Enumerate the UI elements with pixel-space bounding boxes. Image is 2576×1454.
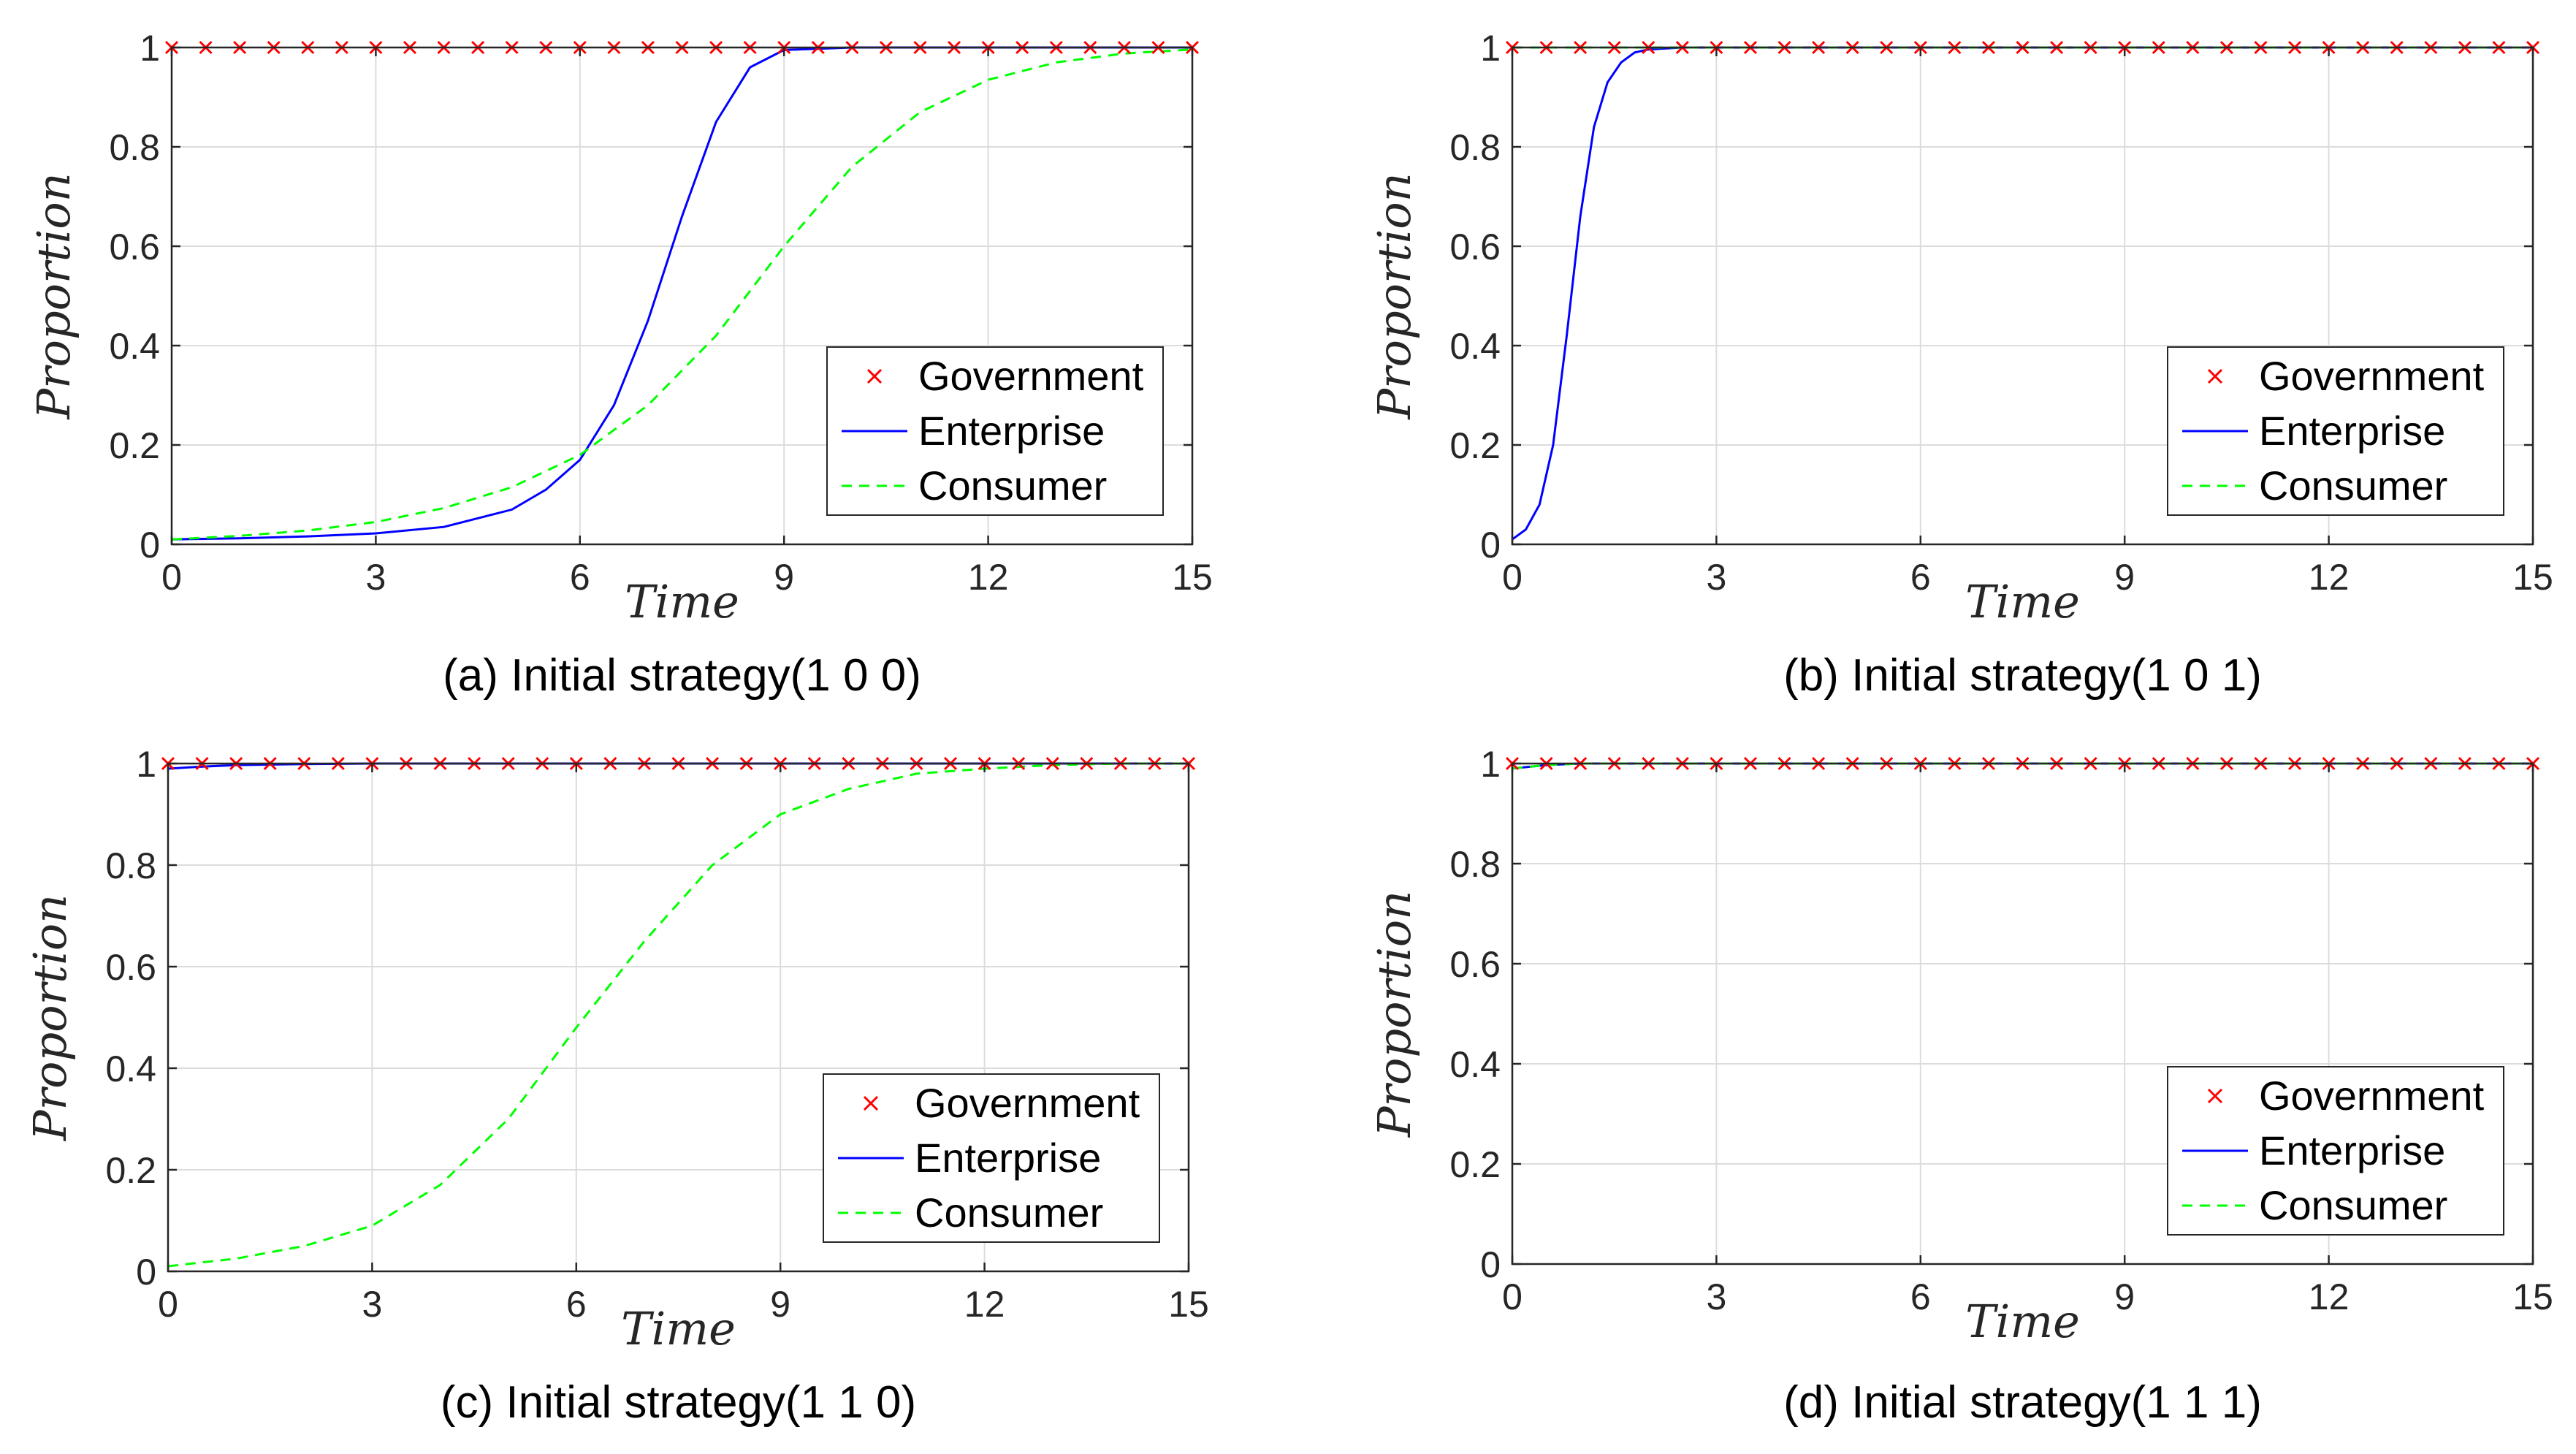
- legend-label-government: Government: [2259, 1073, 2485, 1119]
- legend-marker-government: [863, 1095, 879, 1111]
- legend-label-consumer: Consumer: [918, 463, 1107, 509]
- series-line-consumer: [167, 762, 1189, 1268]
- legend-label-government: Government: [915, 1080, 1140, 1126]
- legend-label-enterprise: Enterprise: [2259, 408, 2445, 454]
- x-tick-label: 12: [968, 557, 1009, 598]
- panel-caption: (a) Initial strategy(1 0 0): [443, 650, 921, 701]
- x-tick-label: 9: [2114, 1276, 2135, 1317]
- legend-label-enterprise: Enterprise: [2259, 1127, 2445, 1173]
- x-tick-label: 0: [1502, 557, 1523, 598]
- y-tick-label: 0.4: [109, 326, 160, 367]
- panel-caption: (d) Initial strategy(1 1 1): [1783, 1377, 2262, 1428]
- y-tick-label: 1: [136, 744, 156, 785]
- y-tick-label: 0.6: [109, 227, 160, 267]
- legend-marker-government: [2207, 368, 2223, 384]
- y-tick-label: 0: [140, 525, 160, 566]
- legend-label-government: Government: [918, 353, 1144, 399]
- x-axis-label: Time: [621, 1302, 736, 1355]
- x-tick-label: 15: [1172, 557, 1213, 598]
- axes-frame: [167, 762, 1190, 1273]
- y-tick-label: 0.6: [1449, 944, 1501, 985]
- legend: Government Enterprise Consumer: [2167, 346, 2504, 516]
- x-tick-label: 3: [1706, 1276, 1726, 1317]
- axes-frame: [170, 46, 1194, 546]
- y-tick-label: 0.4: [105, 1048, 156, 1089]
- x-tick-label: 6: [566, 1284, 587, 1325]
- y-tick-label: 0.2: [109, 425, 160, 466]
- x-tick-label: 0: [1502, 1276, 1523, 1317]
- x-tick-label: 15: [1168, 1284, 1209, 1325]
- panel-caption: (c) Initial strategy(1 1 0): [441, 1377, 916, 1428]
- y-tick-label: 0.2: [105, 1150, 156, 1191]
- x-tick-label: 3: [362, 1284, 382, 1325]
- x-tick-label: 9: [2114, 557, 2135, 598]
- x-tick-label: 6: [1910, 1276, 1931, 1317]
- y-tick-label: 1: [1480, 744, 1501, 785]
- y-tick-label: 0: [136, 1252, 156, 1293]
- y-axis-label: Proportion: [1368, 172, 1421, 419]
- x-axis-label: Time: [625, 575, 739, 628]
- legend: Government Enterprise Consumer: [2167, 1066, 2504, 1236]
- x-tick-label: 15: [2512, 557, 2553, 598]
- chart-panel-3: 0 3 6 9 12 15 0 0.2 0.4 0.6 0.8 1 Time Proportion Gove…: [23, 744, 1209, 1428]
- legend-label-consumer: Consumer: [915, 1190, 1103, 1236]
- x-tick-label: 3: [365, 557, 386, 598]
- y-tick-label: 0.8: [109, 127, 160, 168]
- y-tick-label: 0.8: [1449, 844, 1501, 885]
- y-tick-label: 0.4: [1449, 1044, 1501, 1085]
- chart-panel-1: 0 3 6 9 12 15 0 0.2 0.4 0.6 0.8 1 Time Proportion Gove…: [27, 28, 1213, 701]
- y-tick-label: 0.8: [105, 845, 156, 886]
- x-axis-label: Time: [1965, 575, 2080, 628]
- axes-frame: [1511, 46, 2534, 546]
- y-tick-label: 0: [1480, 525, 1501, 566]
- legend-label-enterprise: Enterprise: [918, 408, 1105, 454]
- y-tick-label: 0.4: [1449, 326, 1501, 367]
- x-tick-label: 9: [770, 1284, 790, 1325]
- x-tick-label: 9: [774, 557, 794, 598]
- legend-label-consumer: Consumer: [2259, 1182, 2447, 1228]
- x-tick-label: 6: [570, 557, 590, 598]
- y-tick-label: 1: [140, 28, 160, 69]
- legend-label-enterprise: Enterprise: [915, 1135, 1101, 1181]
- y-tick-label: 0.8: [1449, 127, 1501, 168]
- x-tick-label: 0: [158, 1284, 178, 1325]
- x-tick-label: 12: [2309, 557, 2350, 598]
- y-tick-label: 1: [1480, 28, 1501, 69]
- y-axis-label: Proportion: [23, 894, 77, 1141]
- y-tick-label: 0: [1480, 1244, 1501, 1285]
- x-tick-label: 6: [1910, 557, 1931, 598]
- y-axis-label: Proportion: [1368, 891, 1421, 1138]
- legend-marker-government: [866, 368, 883, 384]
- chart-panel-2: 0 3 6 9 12 15 0 0.2 0.4 0.6 0.8 1 Time Proportion Gove…: [1368, 28, 2553, 701]
- x-tick-label: 0: [161, 557, 182, 598]
- y-tick-label: 0.6: [105, 947, 156, 988]
- legend-marker-government: [2207, 1088, 2223, 1104]
- x-tick-label: 12: [964, 1284, 1005, 1325]
- legend-label-consumer: Consumer: [2259, 463, 2447, 509]
- y-tick-label: 0.2: [1449, 1144, 1501, 1185]
- y-tick-label: 0.6: [1449, 227, 1501, 267]
- chart-panel-4: 0 3 6 9 12 15 0 0.2 0.4 0.6 0.8 1 Time Proportion Gove…: [1368, 744, 2553, 1428]
- legend: Government Enterprise Consumer: [823, 1073, 1160, 1243]
- legend: Government Enterprise Consumer: [826, 346, 1164, 516]
- x-axis-label: Time: [1965, 1295, 2080, 1348]
- axes-frame: [1511, 762, 2534, 1265]
- panel-caption: (b) Initial strategy(1 0 1): [1783, 650, 2262, 701]
- y-tick-label: 0.2: [1449, 425, 1501, 466]
- series-line-consumer: [171, 48, 1193, 541]
- x-tick-label: 3: [1706, 557, 1726, 598]
- x-tick-label: 15: [2512, 1276, 2553, 1317]
- x-tick-label: 12: [2309, 1276, 2350, 1317]
- y-axis-label: Proportion: [27, 172, 80, 419]
- legend-label-government: Government: [2259, 353, 2485, 399]
